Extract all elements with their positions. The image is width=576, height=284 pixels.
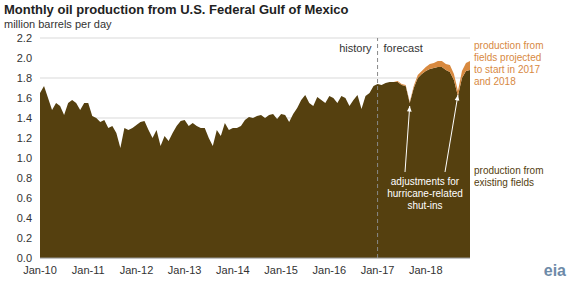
html-text:Monthly oil production from U.: Monthly oil production from U.S. Federal… bbox=[4, 2, 349, 17]
svg-text:Jan-13: Jan-13 bbox=[168, 264, 202, 276]
svg-text:1.0: 1.0 bbox=[17, 152, 32, 164]
svg-text:1.2: 1.2 bbox=[17, 132, 32, 144]
svg-text:history: history bbox=[339, 42, 372, 54]
svg-text:0.4: 0.4 bbox=[17, 212, 32, 224]
svg-text:1.6: 1.6 bbox=[17, 92, 32, 104]
html-text:shut-ins: shut-ins bbox=[407, 200, 443, 211]
svg-text:forecast: forecast bbox=[384, 42, 423, 54]
html-text:to start in 2017: to start in 2017 bbox=[474, 64, 541, 75]
svg-text:Jan-15: Jan-15 bbox=[264, 264, 298, 276]
svg-text:Jan-14: Jan-14 bbox=[216, 264, 250, 276]
svg-text:1.8: 1.8 bbox=[17, 72, 32, 84]
svg-text:Jan-17: Jan-17 bbox=[361, 264, 395, 276]
svg-text:1.4: 1.4 bbox=[17, 112, 32, 124]
html-text:million barrels per day: million barrels per day bbox=[4, 18, 112, 30]
html-text:fields projected: fields projected bbox=[474, 52, 542, 63]
svg-text:0.0: 0.0 bbox=[17, 252, 32, 264]
html-text:and 2018: and 2018 bbox=[474, 76, 516, 87]
html-text:adjustments for: adjustments for bbox=[390, 176, 460, 187]
svg-text:Jan-10: Jan-10 bbox=[23, 264, 57, 276]
svg-text:Jan-18: Jan-18 bbox=[409, 264, 443, 276]
svg-text:2.2: 2.2 bbox=[17, 32, 32, 44]
svg-text:0.2: 0.2 bbox=[17, 232, 32, 244]
svg-text:0.8: 0.8 bbox=[17, 172, 32, 184]
html-text:production from: production from bbox=[474, 165, 544, 176]
html-text:existing fields: existing fields bbox=[474, 177, 534, 188]
html-text:production from: production from bbox=[474, 40, 544, 51]
html-text:eia: eia bbox=[543, 262, 566, 279]
svg-text:Jan-12: Jan-12 bbox=[120, 264, 154, 276]
svg-text:Jan-16: Jan-16 bbox=[313, 264, 347, 276]
html-text:hurricane-related: hurricane-related bbox=[387, 188, 463, 199]
svg-text:0.6: 0.6 bbox=[17, 192, 32, 204]
svg-text:2.0: 2.0 bbox=[17, 52, 32, 64]
svg-text:Jan-11: Jan-11 bbox=[72, 264, 105, 276]
